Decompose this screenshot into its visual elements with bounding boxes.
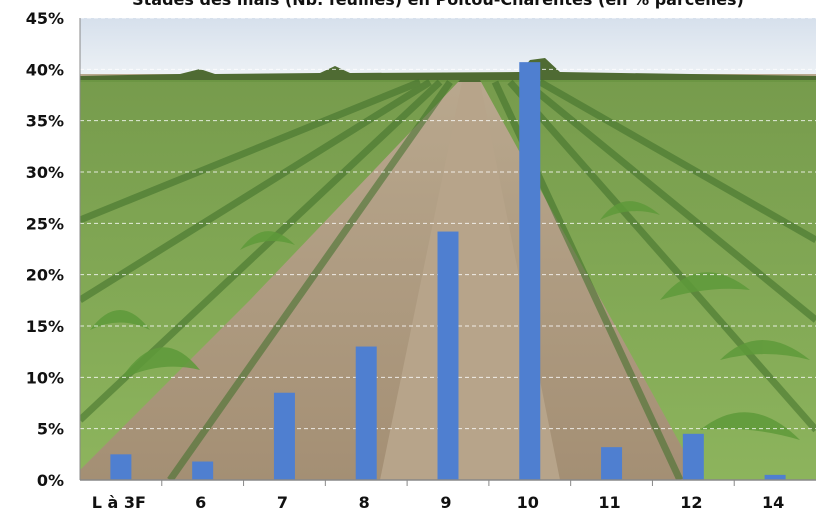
x-tick-label: 6 — [195, 493, 206, 512]
chart-title: Stades des maïs (Nb. feuilles) en Poitou… — [132, 0, 744, 9]
bar — [192, 461, 214, 480]
bar — [355, 346, 377, 480]
x-tick-label: 11 — [598, 493, 620, 512]
y-tick-label: 40% — [26, 60, 64, 79]
axes — [79, 18, 816, 481]
x-axis-tick-labels: L à 3F 6 7 8 9 10 11 12 14 — [92, 480, 784, 512]
y-tick-label: 10% — [26, 368, 64, 387]
y-tick-label: 25% — [26, 214, 64, 233]
bar — [110, 454, 132, 480]
y-tick-label: 45% — [26, 9, 64, 28]
y-tick-label: 30% — [26, 163, 64, 182]
bar — [764, 474, 786, 480]
x-tick-label: 14 — [762, 493, 784, 512]
y-tick-label: 20% — [26, 266, 64, 285]
x-tick-label: 7 — [277, 493, 288, 512]
bar — [273, 392, 295, 480]
bars — [110, 62, 786, 480]
x-tick-label: 10 — [517, 493, 539, 512]
bar — [682, 433, 704, 480]
bar — [601, 447, 623, 480]
x-tick-label: 9 — [440, 493, 451, 512]
x-tick-label: 8 — [359, 493, 370, 512]
bar — [437, 231, 459, 480]
x-tick-label: 12 — [680, 493, 702, 512]
y-tick-label: 35% — [26, 112, 64, 131]
y-tick-label: 15% — [26, 317, 64, 336]
y-axis-tick-labels: 0% 5% 10% 15% 20% 25% 30% 35% 40% 45% — [26, 9, 64, 490]
bar — [519, 62, 541, 480]
y-tick-label: 5% — [37, 420, 64, 439]
y-tick-label: 0% — [37, 471, 64, 490]
x-tick-label: L à 3F — [92, 493, 146, 512]
